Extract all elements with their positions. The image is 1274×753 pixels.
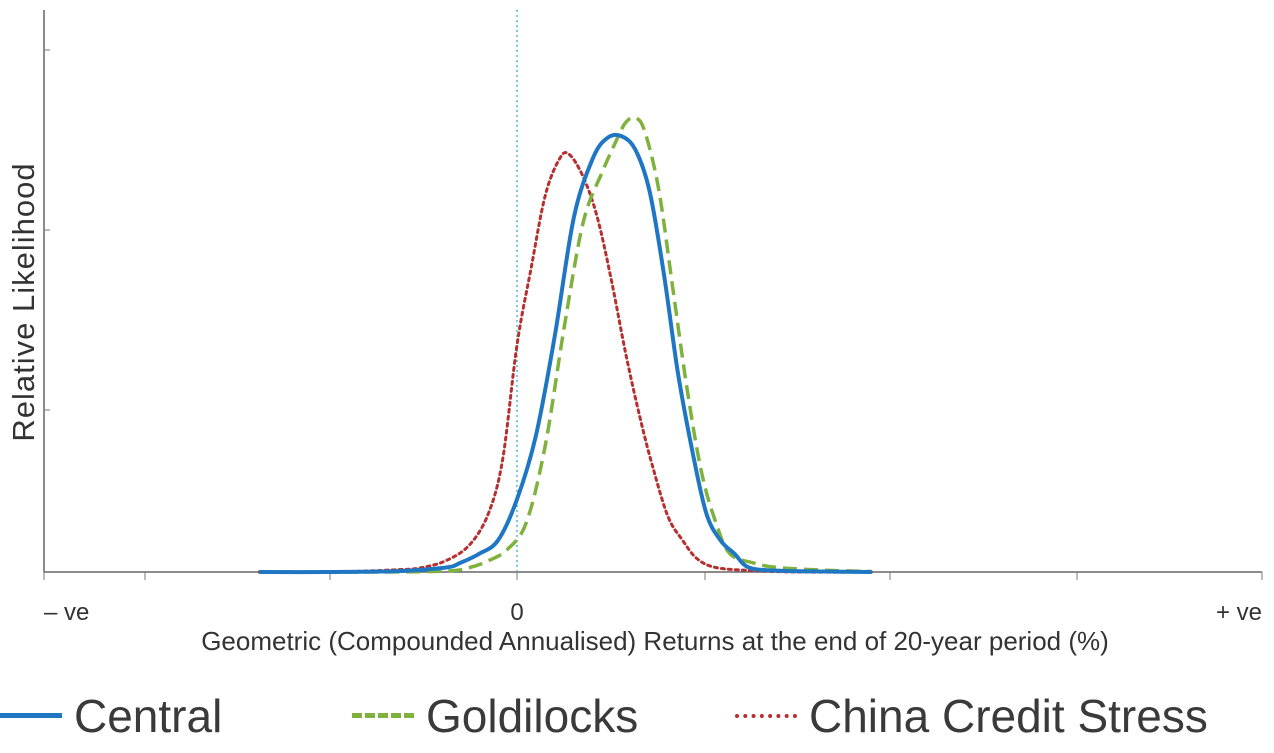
legend-item-goldilocks: Goldilocks bbox=[352, 678, 638, 753]
series-line-china-credit-stress bbox=[257, 150, 874, 574]
series-line-goldilocks bbox=[259, 115, 872, 574]
x-axis-label: Geometric (Compounded Annualised) Return… bbox=[201, 626, 1109, 656]
legend-label-goldilocks: Goldilocks bbox=[426, 689, 639, 742]
legend-item-china-credit-stress: China Credit Stress bbox=[735, 678, 1208, 753]
legend: Central Goldilocks China Credit Stress bbox=[0, 678, 1274, 753]
series-layer bbox=[257, 115, 874, 575]
legend-swatch-central bbox=[0, 713, 62, 718]
legend-label-central: Central bbox=[74, 689, 223, 742]
legend-label-china-credit-stress: China Credit Stress bbox=[809, 689, 1208, 742]
x-tick-label-negative: – ve bbox=[44, 599, 89, 626]
x-tick-label-positive: + ve bbox=[1216, 599, 1262, 626]
legend-swatch-goldilocks bbox=[352, 713, 414, 718]
legend-swatch-china-credit-stress bbox=[735, 713, 797, 718]
series-line-central bbox=[259, 132, 872, 575]
y-axis-label: Relative Likelihood bbox=[6, 162, 41, 441]
legend-item-central: Central bbox=[0, 678, 222, 753]
axes bbox=[43, 10, 1263, 580]
x-tick-label-zero: 0 bbox=[510, 599, 523, 626]
